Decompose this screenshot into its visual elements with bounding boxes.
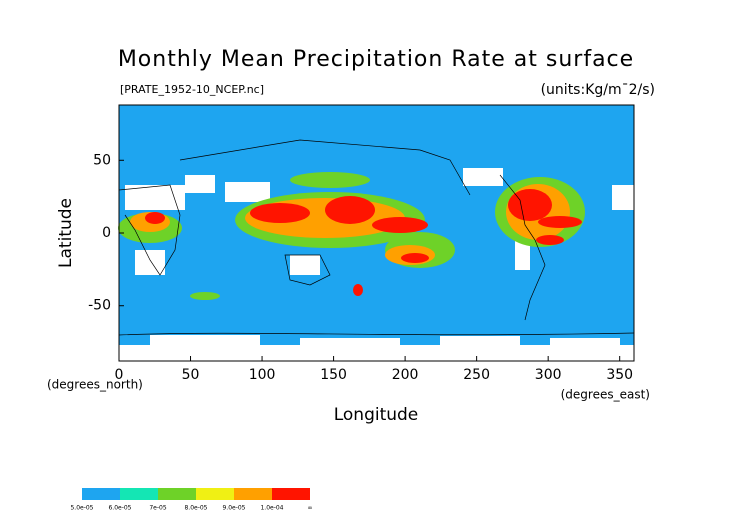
y-unit: (degrees_north) (47, 378, 143, 392)
precip-patch (290, 172, 370, 188)
coastline (499, 174, 546, 321)
colorbar-swatch (82, 488, 120, 500)
dry-patch (463, 168, 503, 186)
x-tick-label: 50 (182, 367, 200, 383)
precip-patch (372, 217, 428, 233)
x-unit: (degrees_east) (561, 388, 650, 402)
y-axis-label: Latitude (56, 198, 76, 268)
colorbar-label: 9.0e-05 (222, 505, 245, 512)
colorbar-label: 6.0e-05 (108, 505, 131, 512)
colorbar-label: ∞ (308, 505, 313, 512)
x-tick-label: 300 (535, 367, 562, 383)
y-tick-label: -50 (88, 298, 111, 314)
chart-title: Monthly Mean Precipitation Rate at surfa… (118, 47, 634, 72)
coastlines (118, 139, 635, 336)
x-tick-label: 100 (249, 367, 276, 383)
units: (units:Kg/m¯2/s) (541, 82, 655, 98)
dry-patch (300, 338, 400, 346)
colorbar-swatch (234, 488, 272, 500)
colorbar-label: 1.0e-04 (260, 505, 283, 512)
coastline (284, 254, 331, 286)
colorbar-label: 7e-05 (149, 505, 166, 512)
precip-patch (250, 203, 310, 223)
subtitle: [PRATE_1952-10_NCEP.nc] (120, 83, 264, 96)
x-tick-label: 0 (115, 367, 124, 383)
precip-patch (536, 235, 564, 245)
dry-patch (185, 175, 215, 193)
dry-patch (119, 345, 634, 361)
dry-regions (119, 168, 634, 361)
precip-patch (190, 292, 220, 300)
dry-patch (612, 185, 634, 210)
colorbar-swatch (196, 488, 234, 500)
y-tick-label: 0 (102, 225, 111, 241)
coastline (118, 184, 181, 276)
x-tick-label: 250 (463, 367, 490, 383)
coastline (179, 139, 471, 196)
colorbar-swatch (120, 488, 158, 500)
x-tick-label: 350 (606, 367, 633, 383)
dry-patch (440, 336, 520, 345)
precip-patch (353, 284, 363, 296)
precip-patch (401, 253, 429, 263)
dry-patch (150, 335, 260, 345)
colorbar-swatch (272, 488, 310, 500)
dry-patch (550, 338, 620, 346)
dry-patch (125, 185, 185, 210)
x-tick-label: 200 (392, 367, 419, 383)
x-axis-label: Longitude (334, 405, 419, 425)
colorbar-label: 5.0e-05 (70, 505, 93, 512)
dry-patch (135, 250, 165, 275)
y-tick-label: 50 (93, 152, 111, 168)
precip-patch (145, 212, 165, 224)
coastline (118, 332, 635, 336)
colorbar: 5.0e-05 6.0e-05 7e-05 8.0e-05 9.0e-05 1.0e-04… (70, 488, 313, 512)
precip-patch (508, 189, 552, 221)
precip-patch (325, 196, 375, 224)
dry-patch (515, 240, 530, 270)
very-heavy-regions (145, 189, 582, 296)
map-field (118, 104, 635, 362)
x-tick-label: 150 (320, 367, 347, 383)
precip-patch (538, 216, 582, 228)
colorbar-label: 8.0e-05 (184, 505, 207, 512)
dry-patch (225, 182, 270, 202)
dry-patch (290, 255, 320, 275)
colorbar-swatch (158, 488, 196, 500)
